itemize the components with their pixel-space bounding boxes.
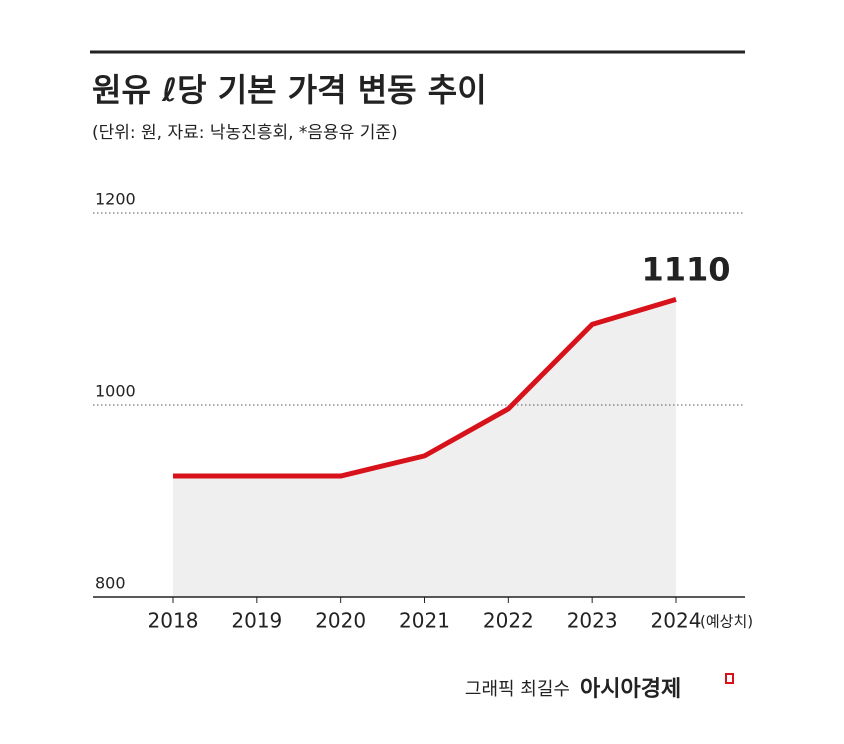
x-tick-label: 2021 — [399, 609, 450, 633]
brand-mark — [725, 673, 734, 684]
credit: 그래픽 최길수 — [465, 679, 570, 700]
x-tick-label: 2020 — [315, 609, 366, 633]
chart-title: 원유 ℓ당 기본 가격 변동 추이 — [92, 71, 487, 109]
x-tick-label: 2023 — [567, 609, 618, 633]
line — [173, 297, 677, 479]
x-tick-label: 2024 — [651, 609, 702, 633]
chart-subtitle: (단위: 원, 자료: 낙농진흥회, *음용유 기준) — [92, 123, 398, 143]
x-tick-label: 2022 — [483, 609, 534, 633]
x-tick-label: 2018 — [148, 609, 199, 633]
y-tick-label: 1000 — [95, 382, 136, 401]
brand: 아시아경제 — [580, 677, 681, 702]
y-tick-label: 800 — [95, 574, 126, 593]
x-tick-label: 2019 — [231, 609, 282, 633]
category-note: (예상치) — [700, 613, 753, 631]
y-tick-label: 1200 — [95, 190, 136, 209]
value-label: 1110 — [641, 250, 730, 288]
area — [173, 299, 676, 597]
